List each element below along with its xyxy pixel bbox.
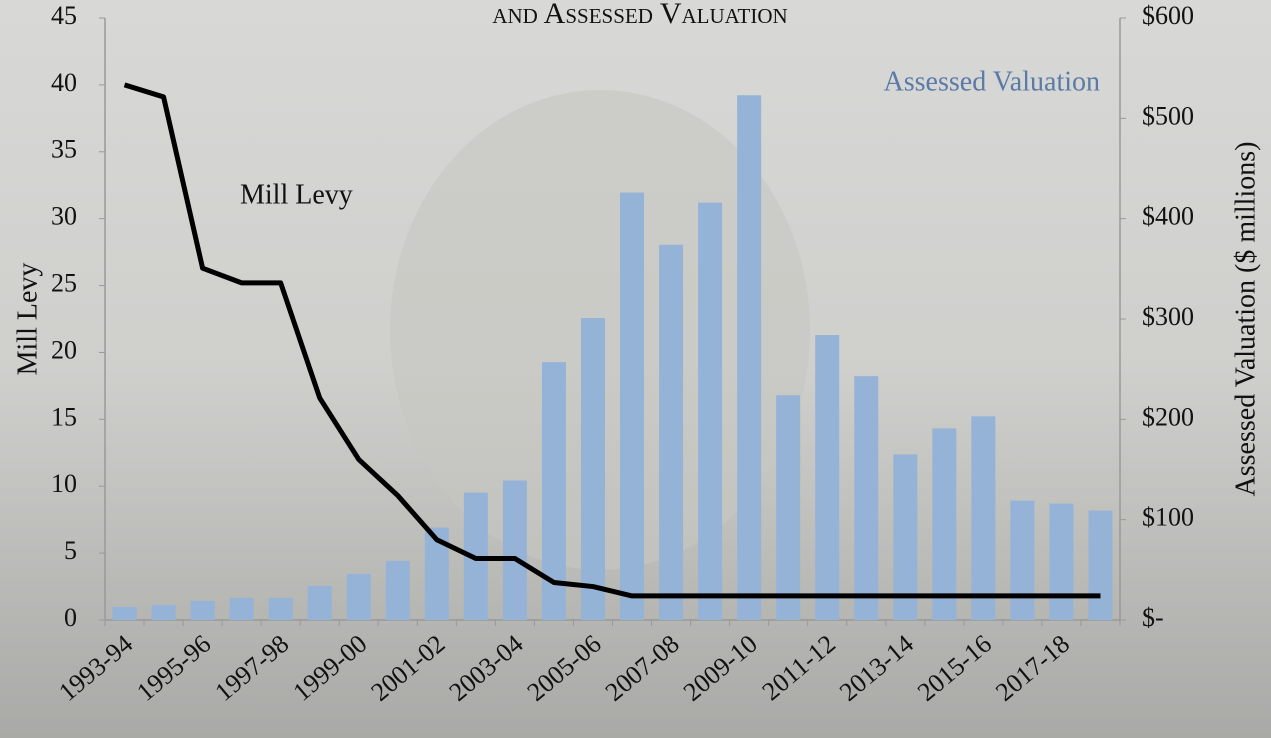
bar [152,605,176,620]
chart-title: and Assessed Valuation [492,0,787,30]
y2-tick-label: $400 [1142,202,1194,231]
bar [1049,504,1073,620]
y-tick-label: 5 [64,536,77,565]
y2-tick-label: $- [1142,603,1164,632]
bar [503,481,527,620]
bar [230,598,254,620]
bar [815,335,839,620]
y-tick-label: 40 [51,68,77,97]
bar [659,245,683,620]
y2-tick-label: $600 [1142,1,1194,30]
y-tick-label: 30 [51,202,77,231]
chart: and Assessed Valuation Mill Levy Assesse… [0,0,1271,738]
bar [698,203,722,620]
legend-label: Mill Levy [240,179,353,210]
y2-tick-label: $300 [1142,302,1194,331]
y-tick-label: 35 [51,135,77,164]
bar [776,395,800,620]
bar [308,586,332,620]
bar [191,601,215,620]
legend-label: Assessed Valuation [884,66,1100,97]
bar [386,561,410,620]
bar [269,598,293,620]
y2-tick-label: $500 [1142,101,1194,130]
y2-tick-label: $200 [1142,402,1194,431]
y-tick-label: 20 [51,335,77,364]
bar [737,95,761,620]
bar [113,607,137,620]
bar [347,574,371,620]
y-axis-label: Mill Levy [12,263,43,376]
y-tick-label: 0 [64,603,77,632]
y-tick-label: 10 [51,469,77,498]
y-tick-label: 25 [51,269,77,298]
y2-tick-label: $100 [1142,503,1194,532]
bar [620,193,644,620]
bar [1010,501,1034,620]
bar [854,376,878,620]
bar [971,416,995,620]
y-tick-label: 15 [51,402,77,431]
bar [581,318,605,620]
bar [932,428,956,620]
y-tick-label: 45 [51,1,77,30]
bar [1088,511,1112,620]
y2-axis-label: Assessed Valuation ($ millions) [1230,142,1261,497]
